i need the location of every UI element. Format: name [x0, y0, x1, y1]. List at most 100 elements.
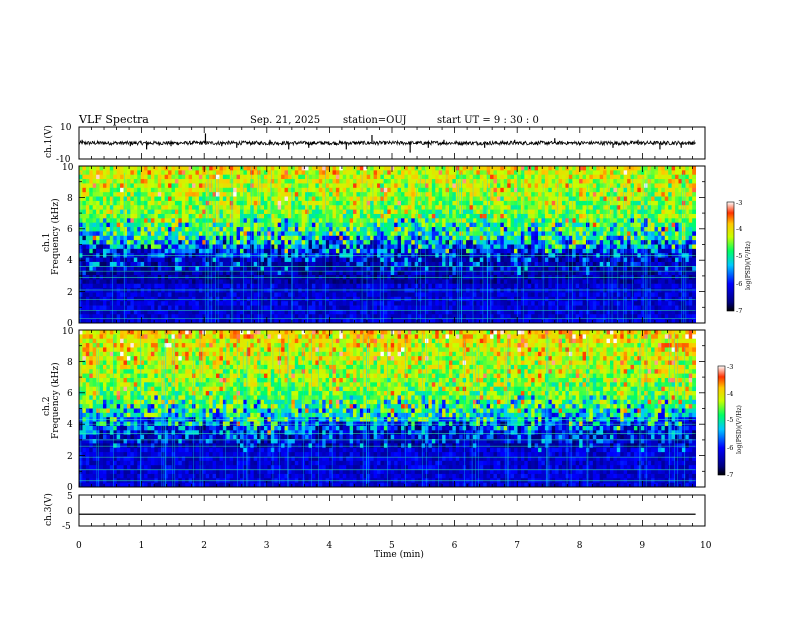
spectrogram-cell: [439, 201, 443, 206]
spectrogram-cell: [206, 245, 210, 250]
spectrogram-cell: [339, 240, 343, 245]
spectrogram-cell: [130, 175, 134, 180]
spectrogram-cell: [165, 188, 169, 193]
spectrogram-cell: [384, 262, 388, 267]
spectrogram-cell: [192, 210, 196, 215]
spectrogram-cell: [291, 262, 295, 267]
spectrogram-cell: [439, 223, 443, 228]
spectrogram-cell: [113, 223, 117, 228]
spectrogram-cell: [151, 227, 155, 232]
spectrogram-cell: [535, 266, 539, 271]
spectrogram-cell: [528, 179, 532, 184]
spectrogram-cell: [384, 179, 388, 184]
spectrogram-cell: [96, 218, 100, 223]
spectrogram-cell: [175, 249, 179, 254]
spectrogram-cell: [627, 236, 631, 241]
spectrogram-cell: [309, 170, 313, 175]
spectrogram-cell: [315, 210, 319, 215]
spectrogram-cell: [500, 240, 504, 245]
spectrogram-cell: [137, 179, 141, 184]
spectrogram-cell: [130, 201, 134, 206]
spectrogram-cell: [449, 205, 453, 210]
spectrogram-cell: [545, 183, 549, 188]
spectrogram-cell: [195, 188, 199, 193]
spectrogram-cell: [504, 192, 508, 197]
spectrogram-cell: [182, 218, 186, 223]
spectrogram-cell: [257, 188, 261, 193]
spectrogram-cell: [401, 223, 405, 228]
spectrogram-cell: [411, 231, 415, 236]
spectrogram-cell: [82, 227, 86, 232]
spectrogram-cell: [500, 192, 504, 197]
spectrogram-cell: [185, 214, 189, 219]
spectrogram-cell: [326, 201, 330, 206]
spectrogram-cell: [466, 262, 470, 267]
spectrogram-cell: [617, 197, 621, 202]
spectrogram-cell: [685, 175, 689, 180]
spectrogram-cell: [141, 245, 145, 250]
spectrogram-cell: [144, 227, 148, 232]
spectrogram-cell: [315, 183, 319, 188]
spectrogram-cell: [538, 205, 542, 210]
spectrogram-cell: [363, 258, 367, 263]
spectrogram-cell: [158, 266, 162, 271]
spectrogram-cell: [151, 279, 155, 284]
spectrogram-cell: [374, 262, 378, 267]
spectrogram-cell: [541, 175, 545, 180]
spectrogram-cell: [432, 240, 436, 245]
spectrogram-cell: [336, 231, 340, 236]
spectrogram-cell: [285, 249, 289, 254]
spectrogram-cell: [336, 197, 340, 202]
spectrogram-cell: [675, 223, 679, 228]
spectrogram-cell: [394, 175, 398, 180]
spectrogram-cell: [329, 258, 333, 263]
spectrogram-cell: [110, 197, 114, 202]
spectrogram-cell: [137, 166, 141, 171]
spectrogram-cell: [428, 223, 432, 228]
spectrogram-cell: [517, 179, 521, 184]
spectrogram-cell: [233, 245, 237, 250]
spectrogram-cell: [658, 218, 662, 223]
spectrogram-cell: [171, 236, 175, 241]
spectrogram-cell: [154, 166, 158, 171]
spectrogram-cell: [432, 245, 436, 250]
spectrogram-cell: [535, 240, 539, 245]
spectrogram-cell: [586, 192, 590, 197]
spectrogram-cell: [394, 258, 398, 263]
spectrogram-cell: [589, 170, 593, 175]
spectrogram-cell: [110, 258, 114, 263]
spectrogram-cell: [545, 279, 549, 284]
spectrogram-cell: [336, 179, 340, 184]
spectrogram-cell: [586, 223, 590, 228]
spectrogram-cell: [333, 166, 337, 171]
spectrogram-cell: [521, 245, 525, 250]
spectrogram-cell: [339, 170, 343, 175]
spectrogram-cell: [678, 188, 682, 193]
spectrogram-cell: [137, 223, 141, 228]
spectrogram-cell: [158, 179, 162, 184]
spectrogram-cell: [219, 210, 223, 215]
spectrogram-cell: [148, 231, 152, 236]
spectrogram-cell: [219, 179, 223, 184]
spectrogram-cell: [178, 183, 182, 188]
spectrogram-cell: [168, 231, 172, 236]
spectrogram-cell: [315, 192, 319, 197]
spectrogram-cell: [545, 210, 549, 215]
spectrogram-cell: [182, 249, 186, 254]
spectrogram-cell: [148, 175, 152, 180]
spectrogram-cell: [233, 262, 237, 267]
spectrogram-cell: [483, 262, 487, 267]
spectrogram-cell: [165, 183, 169, 188]
spectrogram-cell: [391, 236, 395, 241]
spectrogram-cell: [247, 249, 251, 254]
spectrogram-cell: [247, 266, 251, 271]
spectrogram-cell: [350, 218, 354, 223]
spectrogram-cell: [411, 258, 415, 263]
spectrogram-cell: [517, 227, 521, 232]
spectrogram-cell: [247, 179, 251, 184]
spectrogram-cell: [79, 205, 83, 210]
spectrogram-cell: [356, 240, 360, 245]
spectrogram-cell: [302, 262, 306, 267]
spectrogram-cell: [511, 210, 515, 215]
spectrogram-cell: [309, 188, 313, 193]
